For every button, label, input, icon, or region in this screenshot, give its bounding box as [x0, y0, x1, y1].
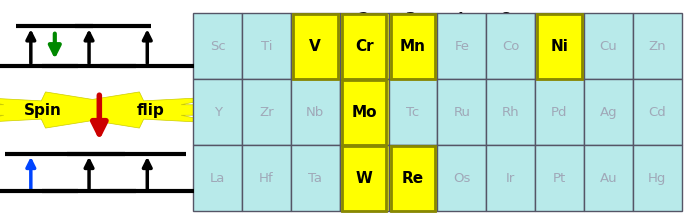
- Text: Au: Au: [599, 172, 617, 185]
- Bar: [340, 13, 388, 79]
- Text: Ta: Ta: [308, 172, 322, 185]
- Bar: [486, 145, 535, 211]
- Text: Ni: Ni: [551, 39, 569, 54]
- Text: Re: Re: [402, 171, 424, 186]
- Bar: [293, 14, 338, 79]
- Text: Rh: Rh: [502, 106, 519, 119]
- Text: Ir: Ir: [506, 172, 515, 185]
- Text: La: La: [210, 172, 225, 185]
- Polygon shape: [0, 92, 268, 128]
- Text: Cr: Cr: [355, 39, 373, 54]
- Bar: [193, 145, 242, 211]
- Bar: [193, 13, 242, 79]
- Text: Y: Y: [214, 106, 221, 119]
- Bar: [486, 13, 535, 79]
- Text: Pd: Pd: [551, 106, 568, 119]
- Text: Sc: Sc: [210, 40, 225, 53]
- Bar: [584, 145, 633, 211]
- Bar: [193, 79, 242, 145]
- Bar: [342, 146, 386, 211]
- Bar: [535, 13, 584, 79]
- Bar: [438, 13, 486, 79]
- Bar: [340, 79, 388, 145]
- Text: Spin: Spin: [24, 103, 62, 117]
- Text: Ti: Ti: [261, 40, 272, 53]
- Text: Zn: Zn: [648, 40, 666, 53]
- Text: flip: flip: [137, 103, 165, 117]
- Text: Os: Os: [453, 172, 471, 185]
- Text: Mo: Mo: [351, 105, 377, 120]
- Text: Cu: Cu: [599, 40, 617, 53]
- Text: Ag: Ag: [599, 106, 617, 119]
- Bar: [584, 79, 633, 145]
- Bar: [438, 145, 486, 211]
- Text: Pt: Pt: [553, 172, 566, 185]
- Bar: [537, 14, 582, 79]
- Bar: [242, 145, 291, 211]
- Bar: [633, 145, 682, 211]
- Bar: [633, 79, 682, 145]
- Bar: [390, 146, 435, 211]
- Text: W: W: [356, 171, 373, 186]
- Text: Nb: Nb: [306, 106, 325, 119]
- Bar: [584, 13, 633, 79]
- Bar: [340, 145, 388, 211]
- Bar: [438, 79, 486, 145]
- Bar: [291, 79, 340, 145]
- Bar: [390, 14, 435, 79]
- Bar: [342, 80, 386, 145]
- Bar: [388, 13, 437, 79]
- Bar: [242, 13, 291, 79]
- Text: Ru: Ru: [453, 106, 471, 119]
- Bar: [291, 13, 340, 79]
- Text: $d^2, d^3, d^4, d^8$: $d^2, d^3, d^4, d^8$: [338, 11, 512, 44]
- Text: Hf: Hf: [259, 172, 274, 185]
- Bar: [388, 145, 437, 211]
- Text: Fe: Fe: [454, 40, 469, 53]
- Text: Co: Co: [502, 40, 519, 53]
- Text: Tc: Tc: [406, 106, 420, 119]
- Text: Zr: Zr: [259, 106, 274, 119]
- Bar: [388, 79, 437, 145]
- Text: Hg: Hg: [648, 172, 667, 185]
- Bar: [342, 14, 386, 79]
- Text: Cd: Cd: [648, 106, 666, 119]
- Bar: [486, 79, 535, 145]
- Bar: [535, 145, 584, 211]
- Bar: [633, 13, 682, 79]
- Bar: [242, 79, 291, 145]
- Bar: [535, 79, 584, 145]
- Bar: [291, 145, 340, 211]
- Text: V: V: [310, 39, 321, 54]
- Text: Mn: Mn: [400, 39, 426, 54]
